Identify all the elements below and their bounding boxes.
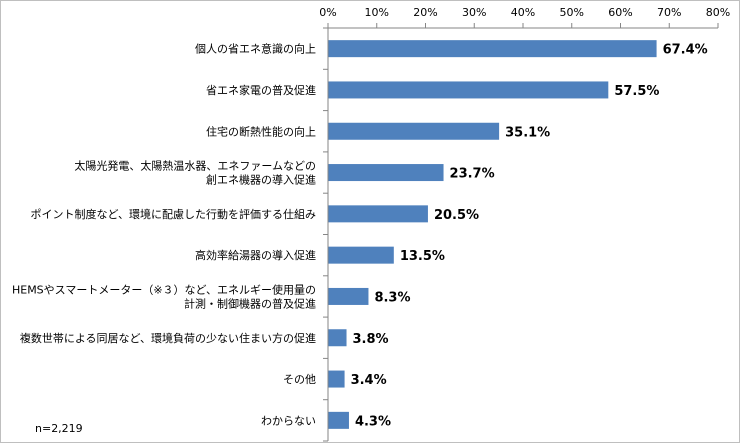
category-labels: 個人の省エネ意識の向上省エネ家電の普及促進住宅の断熱性能の向上太陽光発電、太陽熱… [12,42,316,428]
bar [328,40,657,58]
category-label: 住宅の断熱性能の向上 [206,124,316,138]
data-label: 35.1% [505,125,550,140]
category-label: 省エネ家電の普及促進 [206,83,316,97]
category-label: 高効率給湯器の導入促進 [195,248,316,262]
bar [328,411,349,429]
bars: 67.4% 57.5% 35.1% 23.7% 20.5% 13.5% 8.3% 3.8% 3.… [328,40,708,429]
category-label: わからない [261,414,316,427]
bar [328,370,345,388]
category-label: 個人の省エネ意識の向上 [195,42,316,56]
data-label: 13.5% [400,249,445,264]
x-tick-label: 80% [706,6,730,19]
category-label: 太陽光発電、太陽熱温水器、エネファームなどの創エネ機器の導入促進 [74,159,316,187]
data-label: 20.5% [434,208,479,223]
data-label: 57.5% [614,84,659,99]
x-axis: 0% 10% 20% 30% 40% 50% 60% 70% 80% [319,6,730,442]
data-label: 3.8% [353,332,389,347]
bar [328,164,444,182]
x-tick-label: 60% [608,6,632,19]
x-tick-label: 50% [560,6,584,19]
bar [328,122,500,140]
category-label: ポイント制度など、環境に配慮した行動を評価する仕組み [31,207,316,221]
x-tick-label: 0% [319,6,336,19]
category-label: HEMSやスマートメーター（※３）など、エネルギー使用量の計測・制御機器の普及促… [12,283,316,310]
x-tick-label: 20% [413,6,437,19]
bar [328,205,428,223]
bar [328,329,347,347]
data-label: 8.3% [374,290,410,305]
sample-size-note: n=2,219 [35,422,83,435]
category-label: 複数世帯による同居など、環境負荷の少ない住まい方の促進 [20,331,316,345]
bar [328,287,369,305]
bar [328,81,609,99]
data-label: 67.4% [663,43,708,58]
data-label: 4.3% [355,414,391,429]
x-tick-label: 10% [365,6,389,19]
x-tick-label: 70% [657,6,681,19]
data-label: 3.4% [351,373,387,388]
x-tick-label: 40% [511,6,535,19]
bar [328,246,394,264]
x-tick-label: 30% [462,6,486,19]
category-label: その他 [283,373,316,386]
data-label: 23.7% [450,167,495,182]
